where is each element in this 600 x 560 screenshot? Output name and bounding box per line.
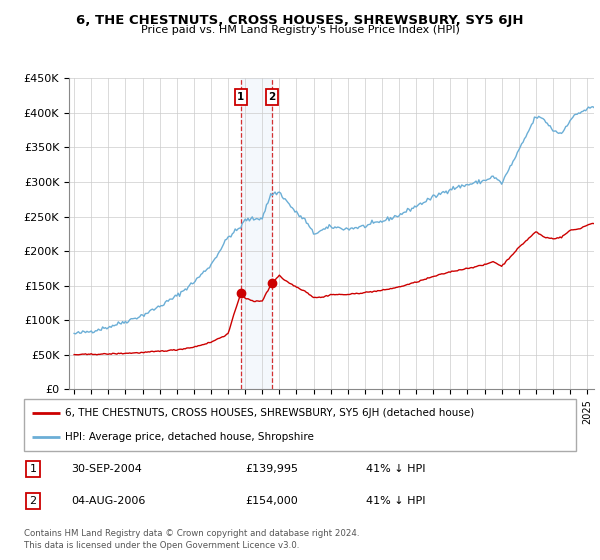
Text: HPI: Average price, detached house, Shropshire: HPI: Average price, detached house, Shro… (65, 432, 314, 442)
Text: 04-AUG-2006: 04-AUG-2006 (71, 496, 145, 506)
Text: Price paid vs. HM Land Registry's House Price Index (HPI): Price paid vs. HM Land Registry's House … (140, 25, 460, 35)
Text: 6, THE CHESTNUTS, CROSS HOUSES, SHREWSBURY, SY5 6JH: 6, THE CHESTNUTS, CROSS HOUSES, SHREWSBU… (76, 14, 524, 27)
Text: This data is licensed under the Open Government Licence v3.0.: This data is licensed under the Open Gov… (24, 541, 299, 550)
Text: £139,995: £139,995 (245, 464, 298, 474)
Text: Contains HM Land Registry data © Crown copyright and database right 2024.: Contains HM Land Registry data © Crown c… (24, 530, 359, 539)
Text: 41% ↓ HPI: 41% ↓ HPI (366, 464, 426, 474)
Text: 41% ↓ HPI: 41% ↓ HPI (366, 496, 426, 506)
Bar (241, 78, 272, 389)
Text: 6, THE CHESTNUTS, CROSS HOUSES, SHREWSBURY, SY5 6JH (detached house): 6, THE CHESTNUTS, CROSS HOUSES, SHREWSBU… (65, 408, 475, 418)
Text: 2: 2 (29, 496, 37, 506)
Text: 1: 1 (29, 464, 37, 474)
Text: 1: 1 (237, 92, 244, 102)
Text: £154,000: £154,000 (245, 496, 298, 506)
Text: 2: 2 (269, 92, 276, 102)
FancyBboxPatch shape (24, 399, 576, 451)
Text: 30-SEP-2004: 30-SEP-2004 (71, 464, 142, 474)
